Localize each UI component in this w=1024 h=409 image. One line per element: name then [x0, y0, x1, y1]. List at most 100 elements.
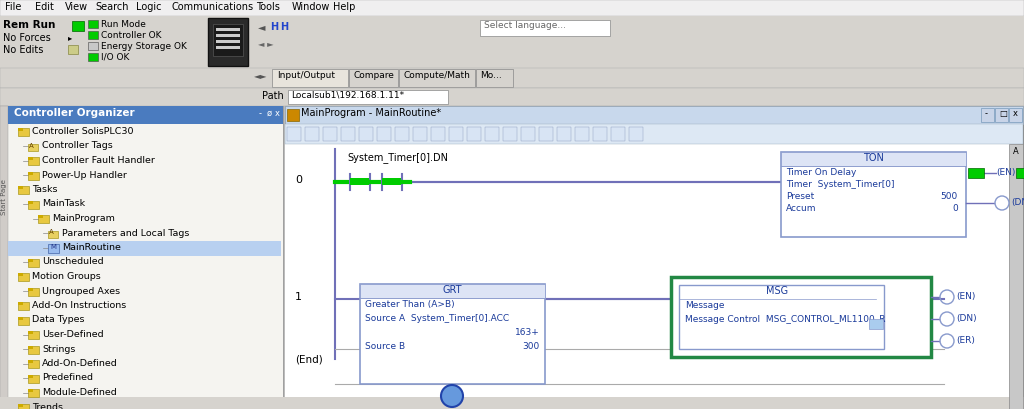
Text: Edit: Edit [35, 2, 54, 12]
Bar [350, 178, 370, 185]
Text: Search: Search [95, 2, 128, 12]
Bar [521, 127, 535, 141]
Bar [382, 178, 402, 185]
Bar [781, 152, 966, 166]
Bar [287, 127, 301, 141]
Bar [575, 127, 589, 141]
Bar [359, 127, 373, 141]
Text: Controller SolisPLC30: Controller SolisPLC30 [32, 127, 133, 136]
Text: A: A [1013, 147, 1019, 156]
Text: Predefined: Predefined [42, 373, 93, 382]
Bar [285, 106, 1023, 124]
Text: Mo...: Mo... [480, 71, 502, 80]
Bar [995, 108, 1008, 122]
Text: TON: TON [862, 153, 884, 163]
Bar [216, 28, 240, 31]
Text: Tools: Tools [256, 2, 281, 12]
Bar [285, 124, 1023, 144]
Bar [28, 346, 39, 353]
Bar [28, 200, 33, 204]
Bar [18, 186, 29, 194]
Text: Ungrouped Axes: Ungrouped Axes [42, 286, 120, 295]
Text: (DN): (DN) [956, 314, 977, 323]
Bar [38, 215, 43, 218]
Bar [0, 0, 1024, 16]
Bar [349, 69, 397, 87]
Text: View: View [65, 2, 88, 12]
Text: Start Page: Start Page [1, 179, 7, 215]
Text: Rem Run: Rem Run [3, 20, 55, 30]
Text: Parameters and Local Tags: Parameters and Local Tags [62, 229, 189, 238]
Bar [305, 127, 319, 141]
Bar [216, 40, 240, 43]
Text: -: - [985, 109, 988, 118]
Text: Localsub1\192.168.1.11*: Localsub1\192.168.1.11* [291, 91, 404, 100]
Text: (EN): (EN) [996, 168, 1016, 177]
Bar [88, 31, 98, 39]
Text: Tasks: Tasks [32, 185, 57, 194]
Text: x: x [1013, 109, 1018, 118]
Text: ◄ ►: ◄ ► [258, 40, 273, 49]
Text: System_Timer[0].DN: System_Timer[0].DN [347, 152, 449, 163]
Bar [18, 302, 29, 310]
Bar [28, 331, 33, 334]
Bar [377, 127, 391, 141]
Text: Source A  System_Timer[0].ACC: Source A System_Timer[0].ACC [365, 314, 509, 323]
Bar [593, 127, 607, 141]
Bar [869, 319, 883, 329]
Text: 0: 0 [952, 204, 958, 213]
Bar [48, 244, 59, 253]
Text: (EN): (EN) [956, 292, 976, 301]
Text: Module-Defined: Module-Defined [42, 388, 117, 397]
Text: Compute/Math: Compute/Math [403, 71, 470, 80]
Text: MainProgram - MainRoutine*: MainProgram - MainRoutine* [301, 108, 441, 118]
Text: MSG: MSG [766, 286, 788, 296]
Bar [1009, 144, 1023, 409]
Bar [28, 331, 39, 339]
Text: Input/Output: Input/Output [278, 71, 335, 80]
Text: Select language...: Select language... [484, 21, 566, 30]
Text: x: x [275, 109, 280, 118]
Bar [28, 157, 39, 165]
Text: I/O OK: I/O OK [101, 53, 129, 62]
Bar [285, 106, 1023, 409]
Bar [0, 106, 8, 409]
Text: A: A [29, 142, 34, 148]
Text: Compare: Compare [354, 71, 395, 80]
Text: Communications: Communications [171, 2, 254, 12]
Text: Path: Path [262, 91, 284, 101]
Bar [360, 284, 545, 384]
Bar [28, 375, 39, 382]
Bar [1016, 168, 1024, 178]
Bar [28, 171, 39, 180]
Bar [216, 46, 240, 49]
Text: H: H [280, 22, 288, 32]
Bar [287, 109, 299, 121]
Text: Message: Message [685, 301, 725, 310]
Bar [981, 108, 994, 122]
Text: Controller Tags: Controller Tags [42, 142, 113, 151]
Text: Window: Window [292, 2, 331, 12]
Bar [285, 144, 1009, 409]
Text: MainTask: MainTask [42, 200, 85, 209]
Bar [467, 127, 481, 141]
Bar [18, 317, 23, 319]
Bar [28, 389, 33, 392]
Text: Trends: Trends [32, 402, 63, 409]
Bar [18, 128, 29, 136]
Text: M: M [50, 244, 56, 250]
Text: Controller OK: Controller OK [101, 31, 162, 40]
Bar [485, 127, 499, 141]
Bar [88, 53, 98, 61]
Bar [68, 45, 78, 54]
Bar [18, 128, 23, 131]
Bar [341, 127, 355, 141]
Bar [398, 69, 474, 87]
Text: ◄: ◄ [254, 71, 260, 80]
Bar [28, 258, 33, 261]
Bar [781, 152, 966, 237]
Text: Power-Up Handler: Power-Up Handler [42, 171, 127, 180]
Bar [28, 144, 38, 151]
Bar [8, 241, 281, 256]
Text: Message Control  MSG_CONTROL_ML1100_R: Message Control MSG_CONTROL_ML1100_R [685, 315, 886, 324]
